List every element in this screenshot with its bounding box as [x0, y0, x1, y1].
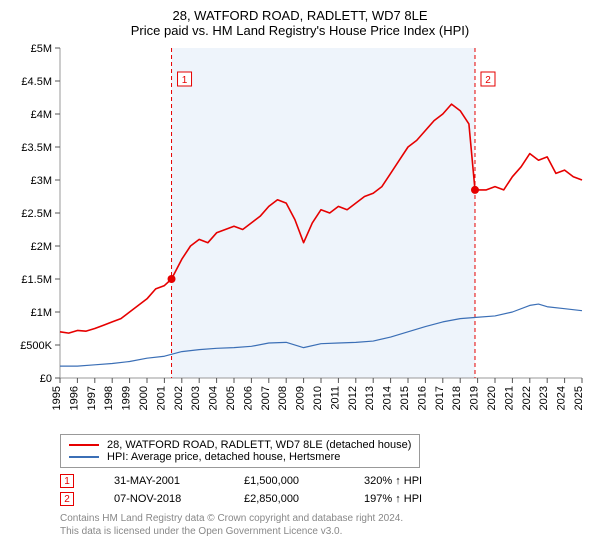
- transaction-badge: 2: [60, 492, 74, 506]
- footer-line1: Contains HM Land Registry data © Crown c…: [60, 513, 403, 524]
- svg-text:2019: 2019: [469, 386, 481, 410]
- svg-text:2002: 2002: [173, 386, 185, 410]
- transaction-delta: 197% ↑ HPI: [364, 493, 422, 505]
- footer-note: Contains HM Land Registry data © Crown c…: [60, 512, 588, 538]
- legend-label: 28, WATFORD ROAD, RADLETT, WD7 8LE (deta…: [107, 439, 411, 451]
- svg-text:2008: 2008: [277, 386, 289, 410]
- transaction-date: 07-NOV-2018: [114, 493, 214, 505]
- svg-text:£5M: £5M: [31, 44, 52, 55]
- footer-line2: This data is licensed under the Open Gov…: [60, 526, 342, 537]
- legend-row: 28, WATFORD ROAD, RADLETT, WD7 8LE (deta…: [69, 439, 411, 451]
- svg-text:2009: 2009: [295, 386, 307, 410]
- transaction-row: 1 31-MAY-2001 £1,500,000 320% ↑ HPI: [60, 474, 588, 488]
- svg-text:£4M: £4M: [31, 109, 52, 121]
- svg-text:1999: 1999: [121, 386, 133, 410]
- svg-text:2025: 2025: [573, 386, 585, 410]
- svg-text:2004: 2004: [208, 386, 220, 410]
- svg-text:1: 1: [182, 75, 188, 86]
- svg-text:2017: 2017: [434, 386, 446, 410]
- transaction-delta: 320% ↑ HPI: [364, 475, 422, 487]
- svg-text:£3M: £3M: [31, 175, 52, 187]
- legend-label: HPI: Average price, detached house, Hert…: [107, 451, 340, 463]
- svg-text:2016: 2016: [416, 386, 428, 410]
- svg-text:2007: 2007: [260, 386, 272, 410]
- svg-text:£2.5M: £2.5M: [21, 208, 52, 220]
- svg-text:2013: 2013: [364, 386, 376, 410]
- legend: 28, WATFORD ROAD, RADLETT, WD7 8LE (deta…: [60, 434, 420, 468]
- svg-text:1995: 1995: [51, 386, 63, 410]
- svg-text:2022: 2022: [521, 386, 533, 410]
- transaction-row: 2 07-NOV-2018 £2,850,000 197% ↑ HPI: [60, 492, 588, 506]
- svg-text:2005: 2005: [225, 386, 237, 410]
- transaction-date: 31-MAY-2001: [114, 475, 214, 487]
- legend-swatch: [69, 456, 99, 458]
- svg-text:2015: 2015: [399, 386, 411, 410]
- svg-text:£1M: £1M: [31, 307, 52, 319]
- svg-text:2: 2: [485, 75, 491, 86]
- svg-text:2018: 2018: [451, 386, 463, 410]
- svg-text:2001: 2001: [155, 386, 167, 410]
- transaction-price: £2,850,000: [244, 493, 334, 505]
- legend-row: HPI: Average price, detached house, Hert…: [69, 451, 411, 463]
- svg-text:£3.5M: £3.5M: [21, 142, 52, 154]
- svg-text:£500K: £500K: [20, 340, 52, 352]
- transaction-price: £1,500,000: [244, 475, 334, 487]
- svg-text:£1.5M: £1.5M: [21, 274, 52, 286]
- svg-text:2012: 2012: [347, 386, 359, 410]
- chart-subtitle: Price paid vs. HM Land Registry's House …: [12, 23, 588, 38]
- svg-text:£4.5M: £4.5M: [21, 76, 52, 88]
- legend-swatch: [69, 444, 99, 446]
- svg-text:2003: 2003: [190, 386, 202, 410]
- svg-text:2014: 2014: [382, 386, 394, 410]
- svg-text:1997: 1997: [86, 386, 98, 410]
- svg-text:2020: 2020: [486, 386, 498, 410]
- svg-text:2010: 2010: [312, 386, 324, 410]
- svg-text:2024: 2024: [556, 386, 568, 410]
- transaction-badge: 1: [60, 474, 74, 488]
- chart-title: 28, WATFORD ROAD, RADLETT, WD7 8LE: [12, 8, 588, 23]
- svg-text:1998: 1998: [103, 386, 115, 410]
- svg-text:2023: 2023: [538, 386, 550, 410]
- svg-text:£2M: £2M: [31, 241, 52, 253]
- svg-text:2006: 2006: [242, 386, 254, 410]
- svg-text:2021: 2021: [503, 386, 515, 410]
- line-chart: £0 £500K £1M £1.5M £2M £2.5M £3M £3.5M £4M £4.5M £…: [12, 44, 588, 424]
- svg-text:£0: £0: [40, 373, 52, 385]
- svg-text:2000: 2000: [138, 386, 150, 410]
- chart-area: £0 £500K £1M £1.5M £2M £2.5M £3M £3.5M £4M £4.5M £…: [12, 44, 588, 424]
- svg-text:2011: 2011: [329, 386, 341, 410]
- svg-text:1996: 1996: [68, 386, 80, 410]
